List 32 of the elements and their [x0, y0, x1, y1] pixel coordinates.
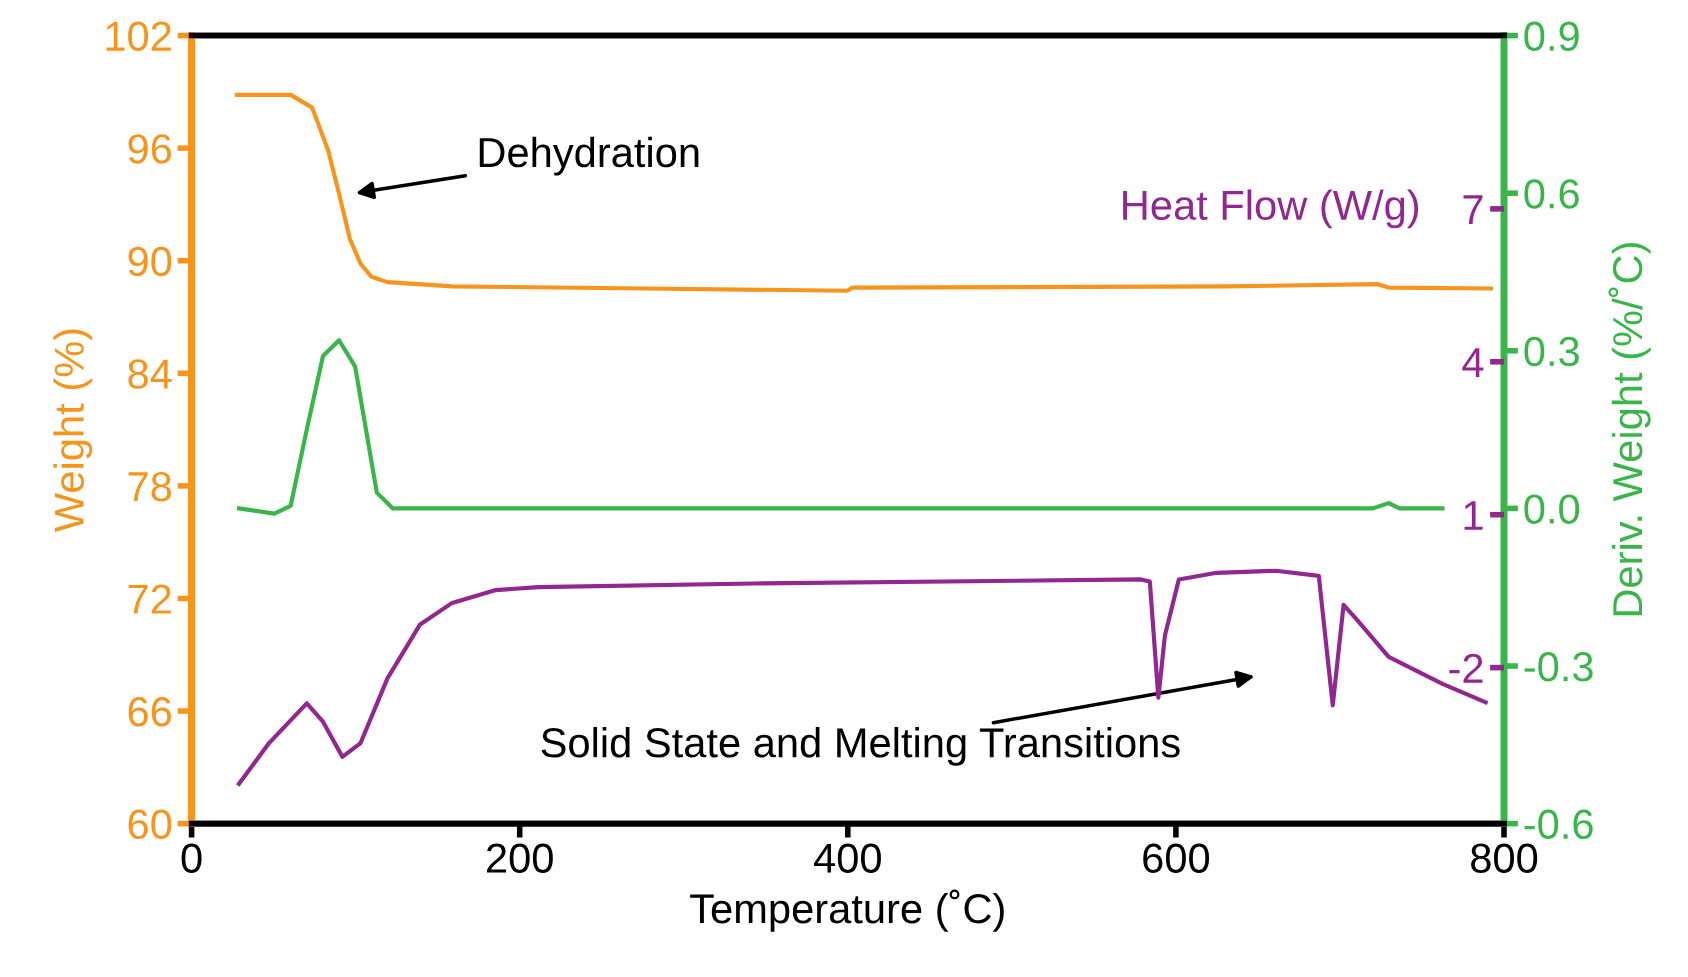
y2-tick-label: 0.0	[1524, 494, 1580, 524]
y3-axis-title: Heat Flow (W/g)	[1123, 189, 1419, 229]
x-tick-label: 800	[1471, 843, 1538, 873]
y-tick-label: 84	[128, 359, 172, 389]
y3-tick-label: -2	[1449, 653, 1483, 683]
y-tick-label: 72	[128, 584, 171, 614]
annotation: Dehydration	[479, 136, 699, 176]
y-axis-title: Weight (%)	[53, 329, 93, 533]
y-tick-label: 96	[128, 134, 172, 164]
y-tick-label: 102	[106, 21, 171, 52]
y-tick-label: 78	[128, 471, 172, 502]
y2-tick-label: 0.3	[1524, 336, 1579, 367]
y3-tick-label: 7	[1463, 195, 1483, 224]
line-series	[236, 338, 1445, 516]
y-tick-label: 60	[128, 809, 172, 840]
line-series	[236, 568, 1488, 786]
y2-tick-label: 0.9	[1524, 21, 1579, 52]
y-tick-label: 66	[128, 697, 172, 727]
annotation: Solid State and Melting Transitions	[541, 726, 1180, 766]
x-tick-label: 600	[1143, 843, 1210, 873]
y3-tick-label: 4	[1462, 348, 1484, 377]
x-tick-label: 0	[181, 843, 202, 873]
x-tick-label: 400	[814, 843, 881, 873]
y2-tick-label: -0.3	[1524, 652, 1593, 682]
line-series	[234, 92, 1493, 293]
y-tick-label: 90	[128, 246, 172, 277]
y2-tick-label: 0.6	[1524, 179, 1579, 209]
y2-axis-title: Deriv. Weight (%/˚C)	[1608, 243, 1651, 616]
x-tick-label: 200	[487, 843, 553, 873]
y3-tick-label: 1	[1464, 501, 1483, 530]
x-axis-title: Temperature (˚C)	[690, 889, 1004, 932]
y2-tick-label: -0.6	[1524, 809, 1593, 840]
